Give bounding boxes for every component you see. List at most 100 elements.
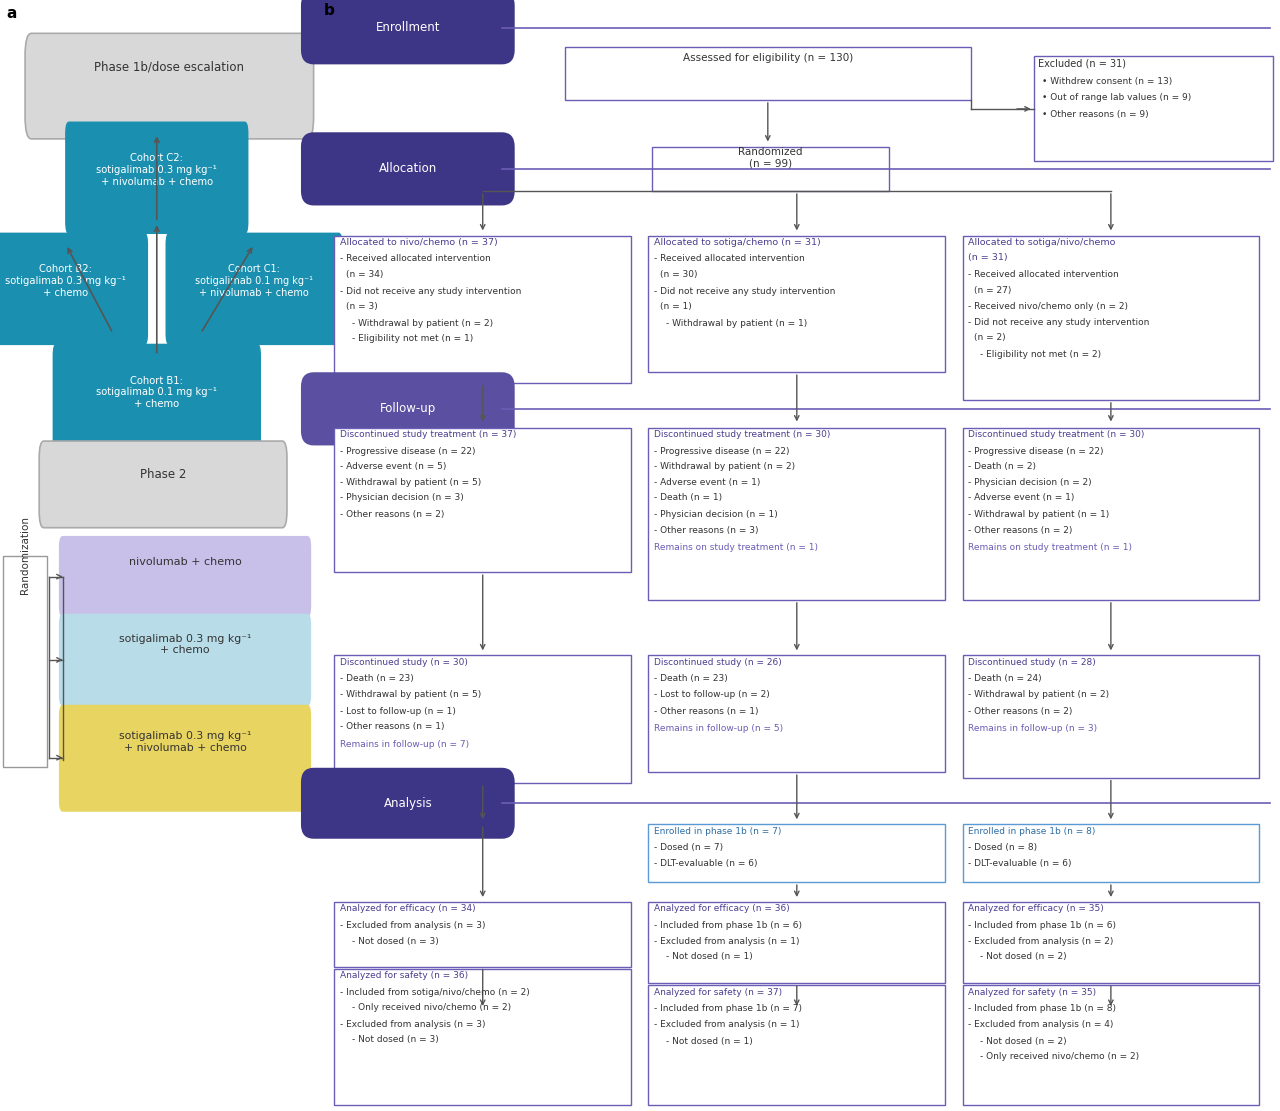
Text: - Withdrawal by patient (n = 2): - Withdrawal by patient (n = 2) — [969, 690, 1110, 699]
FancyBboxPatch shape — [60, 537, 311, 617]
Text: - Other reasons (n = 3): - Other reasons (n = 3) — [654, 526, 759, 534]
Text: - Withdrawal by patient (n = 2): - Withdrawal by patient (n = 2) — [654, 462, 795, 471]
Text: Allocated to nivo/chemo (n = 37): Allocated to nivo/chemo (n = 37) — [340, 238, 498, 247]
Text: - Did not receive any study intervention: - Did not receive any study intervention — [969, 318, 1149, 327]
Text: sotigalimab 0.3 mg kg⁻¹
+ nivolumab + chemo: sotigalimab 0.3 mg kg⁻¹ + nivolumab + ch… — [119, 731, 251, 753]
Text: - Dosed (n = 7): - Dosed (n = 7) — [654, 843, 723, 852]
FancyBboxPatch shape — [65, 122, 248, 233]
Text: Remains in follow-up (n = 5): Remains in follow-up (n = 5) — [654, 724, 783, 733]
Text: - Progressive disease (n = 22): - Progressive disease (n = 22) — [969, 447, 1103, 456]
Text: - Excluded from analysis (n = 3): - Excluded from analysis (n = 3) — [340, 921, 485, 930]
Text: Phase 2: Phase 2 — [140, 468, 187, 481]
Text: - Not dosed (n = 1): - Not dosed (n = 1) — [666, 1037, 753, 1045]
Text: - Did not receive any study intervention: - Did not receive any study intervention — [654, 287, 836, 296]
Text: - Adverse event (n = 5): - Adverse event (n = 5) — [340, 462, 447, 471]
Text: Analyzed for safety (n = 35): Analyzed for safety (n = 35) — [969, 988, 1097, 997]
Text: Allocated to sotiga/nivo/chemo: Allocated to sotiga/nivo/chemo — [969, 238, 1116, 247]
FancyBboxPatch shape — [40, 441, 287, 528]
FancyBboxPatch shape — [963, 236, 1260, 400]
Text: - Dosed (n = 8): - Dosed (n = 8) — [969, 843, 1038, 852]
Text: Remains on study treatment (n = 1): Remains on study treatment (n = 1) — [969, 543, 1133, 552]
Text: - Other reasons (n = 2): - Other reasons (n = 2) — [969, 707, 1073, 715]
FancyBboxPatch shape — [963, 985, 1260, 1105]
Text: Cohort B1:
sotigalimab 0.1 mg kg⁻¹
+ chemo: Cohort B1: sotigalimab 0.1 mg kg⁻¹ + che… — [96, 376, 218, 409]
Text: - Not dosed (n = 3): - Not dosed (n = 3) — [352, 937, 439, 945]
Text: Allocation: Allocation — [379, 162, 436, 176]
Text: - Lost to follow-up (n = 1): - Lost to follow-up (n = 1) — [340, 707, 456, 715]
Text: - Death (n = 2): - Death (n = 2) — [969, 462, 1037, 471]
FancyBboxPatch shape — [302, 769, 513, 838]
Text: - Physician decision (n = 3): - Physician decision (n = 3) — [340, 493, 463, 502]
Text: Excluded (n = 31): Excluded (n = 31) — [1038, 59, 1126, 69]
Text: - DLT-evaluable (n = 6): - DLT-evaluable (n = 6) — [969, 859, 1071, 868]
Text: - Progressive disease (n = 22): - Progressive disease (n = 22) — [654, 447, 790, 456]
Text: Discontinued study (n = 26): Discontinued study (n = 26) — [654, 658, 782, 667]
Text: - Included from phase 1b (n = 6): - Included from phase 1b (n = 6) — [654, 921, 803, 930]
Text: Cohort C2:
sotigalimab 0.3 mg kg⁻¹
+ nivolumab + chemo: Cohort C2: sotigalimab 0.3 mg kg⁻¹ + niv… — [96, 153, 218, 187]
Text: - Received allocated intervention: - Received allocated intervention — [969, 270, 1119, 279]
Text: - Death (n = 1): - Death (n = 1) — [654, 493, 722, 502]
Text: Analyzed for safety (n = 37): Analyzed for safety (n = 37) — [654, 988, 782, 997]
FancyBboxPatch shape — [302, 373, 513, 444]
Text: - Not dosed (n = 2): - Not dosed (n = 2) — [980, 952, 1066, 961]
Text: (n = 2): (n = 2) — [974, 333, 1006, 342]
FancyBboxPatch shape — [963, 824, 1260, 882]
FancyBboxPatch shape — [334, 428, 631, 572]
Text: Remains in follow-up (n = 7): Remains in follow-up (n = 7) — [340, 740, 470, 749]
FancyBboxPatch shape — [3, 556, 47, 767]
FancyBboxPatch shape — [26, 33, 314, 139]
FancyBboxPatch shape — [60, 614, 311, 705]
FancyBboxPatch shape — [963, 655, 1260, 778]
FancyBboxPatch shape — [652, 147, 888, 191]
Text: (n = 1): (n = 1) — [660, 302, 691, 311]
Text: - Death (n = 23): - Death (n = 23) — [340, 674, 413, 683]
FancyBboxPatch shape — [334, 902, 631, 967]
FancyBboxPatch shape — [649, 236, 945, 372]
Text: Assessed for eligibility (n = 130): Assessed for eligibility (n = 130) — [682, 53, 852, 63]
Text: Analyzed for efficacy (n = 35): Analyzed for efficacy (n = 35) — [969, 904, 1105, 913]
Text: (n = 3): (n = 3) — [346, 302, 378, 311]
Text: - Eligibility not met (n = 1): - Eligibility not met (n = 1) — [352, 334, 474, 343]
Text: • Other reasons (n = 9): • Other reasons (n = 9) — [1042, 110, 1149, 119]
Text: Enrollment: Enrollment — [375, 21, 440, 34]
Text: - Only received nivo/chemo (n = 2): - Only received nivo/chemo (n = 2) — [352, 1003, 511, 1012]
Text: (n = 27): (n = 27) — [974, 286, 1011, 294]
Text: - Excluded from analysis (n = 2): - Excluded from analysis (n = 2) — [969, 937, 1114, 945]
Text: b: b — [324, 3, 334, 19]
FancyBboxPatch shape — [963, 428, 1260, 600]
Text: - Included from sotiga/nivo/chemo (n = 2): - Included from sotiga/nivo/chemo (n = 2… — [340, 988, 530, 997]
Text: Enrolled in phase 1b (n = 8): Enrolled in phase 1b (n = 8) — [969, 827, 1096, 835]
Text: Analyzed for efficacy (n = 34): Analyzed for efficacy (n = 34) — [340, 904, 476, 913]
Text: Cohort B2:
sotigalimab 0.3 mg kg⁻¹
+ chemo: Cohort B2: sotigalimab 0.3 mg kg⁻¹ + che… — [5, 264, 127, 298]
FancyBboxPatch shape — [166, 233, 342, 344]
Text: Remains in follow-up (n = 3): Remains in follow-up (n = 3) — [969, 724, 1097, 733]
Text: a: a — [6, 6, 17, 21]
Text: (n = 30): (n = 30) — [660, 270, 698, 279]
Text: - Excluded from analysis (n = 4): - Excluded from analysis (n = 4) — [969, 1020, 1114, 1029]
Text: - Included from phase 1b (n = 6): - Included from phase 1b (n = 6) — [969, 921, 1116, 930]
FancyBboxPatch shape — [54, 344, 260, 456]
Text: Discontinued study treatment (n = 30): Discontinued study treatment (n = 30) — [969, 430, 1144, 439]
Text: - Adverse event (n = 1): - Adverse event (n = 1) — [654, 478, 760, 487]
FancyBboxPatch shape — [649, 824, 945, 882]
Text: Discontinued study treatment (n = 37): Discontinued study treatment (n = 37) — [340, 430, 517, 439]
FancyBboxPatch shape — [649, 428, 945, 600]
Text: - Not dosed (n = 1): - Not dosed (n = 1) — [666, 952, 753, 961]
Text: - Received nivo/chemo only (n = 2): - Received nivo/chemo only (n = 2) — [969, 302, 1129, 311]
Text: Analysis: Analysis — [384, 797, 433, 810]
FancyBboxPatch shape — [0, 233, 147, 344]
Text: Enrolled in phase 1b (n = 7): Enrolled in phase 1b (n = 7) — [654, 827, 782, 835]
Text: Discontinued study (n = 30): Discontinued study (n = 30) — [340, 658, 468, 667]
Text: - Adverse event (n = 1): - Adverse event (n = 1) — [969, 493, 1075, 502]
Text: Randomized
(n = 99): Randomized (n = 99) — [739, 147, 803, 168]
Text: - Eligibility not met (n = 2): - Eligibility not met (n = 2) — [980, 350, 1101, 359]
Text: Randomization: Randomization — [20, 517, 31, 594]
Text: Discontinued study treatment (n = 30): Discontinued study treatment (n = 30) — [654, 430, 831, 439]
Text: - Withdrawal by patient (n = 5): - Withdrawal by patient (n = 5) — [340, 690, 481, 699]
Text: - Withdrawal by patient (n = 1): - Withdrawal by patient (n = 1) — [666, 319, 808, 328]
FancyBboxPatch shape — [334, 236, 631, 383]
Text: - Withdrawal by patient (n = 2): - Withdrawal by patient (n = 2) — [352, 319, 493, 328]
Text: - Physician decision (n = 2): - Physician decision (n = 2) — [969, 478, 1092, 487]
Text: - Received allocated intervention: - Received allocated intervention — [340, 254, 492, 263]
FancyBboxPatch shape — [963, 902, 1260, 983]
